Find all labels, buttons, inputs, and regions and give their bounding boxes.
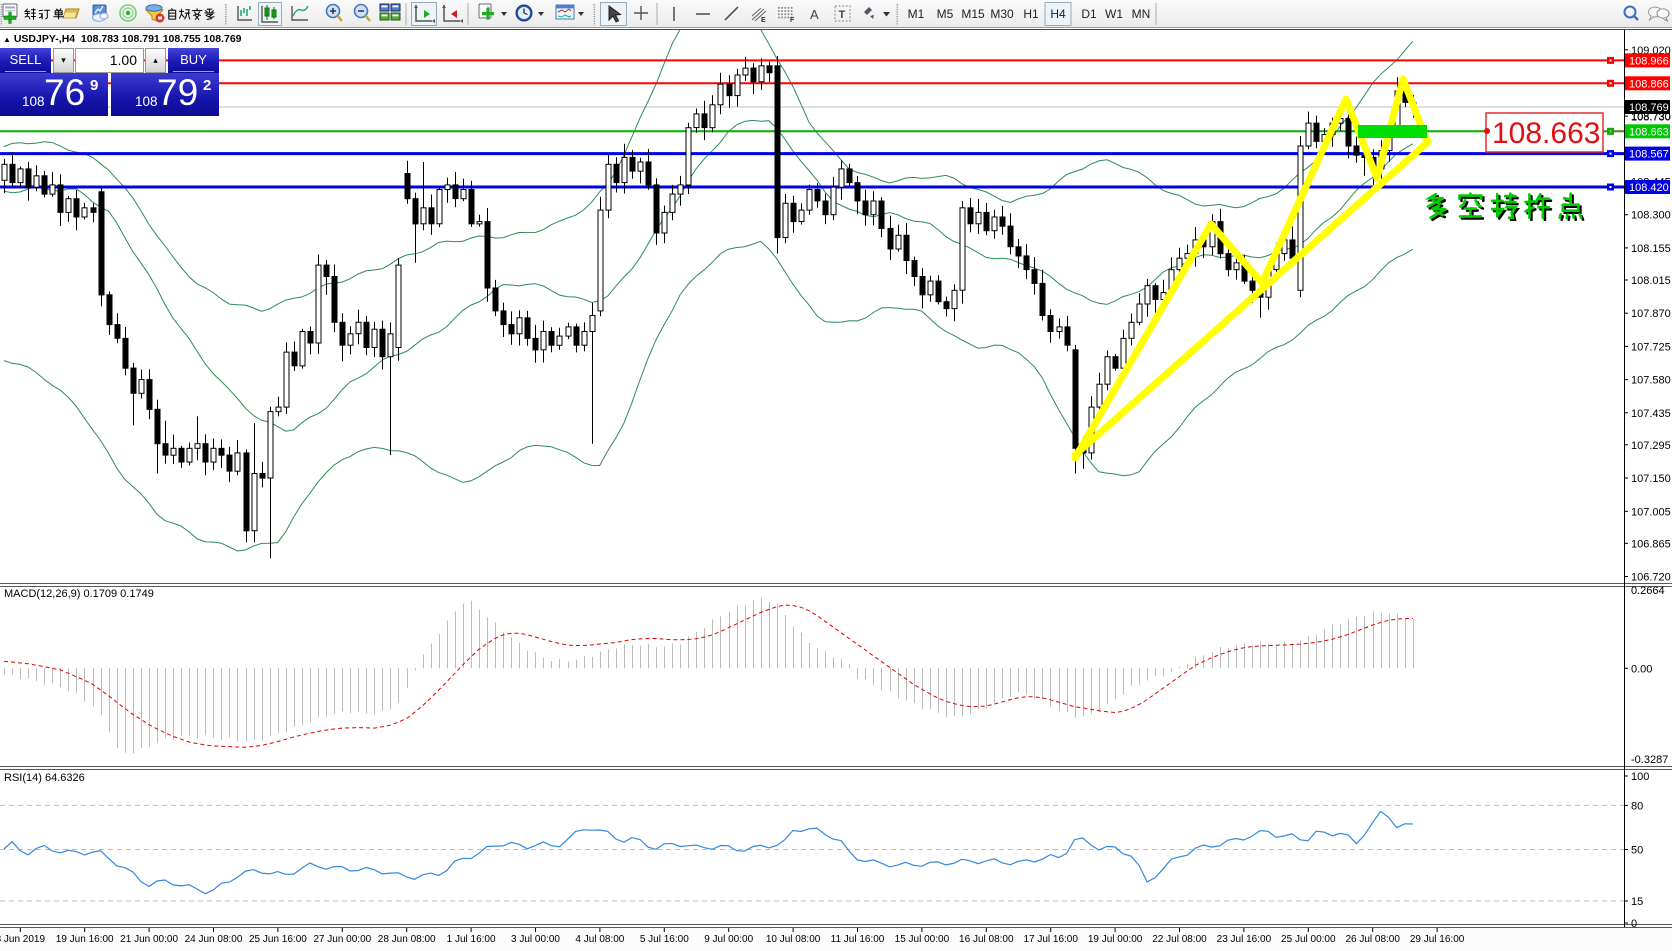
svg-text:108.730: 108.730 — [1631, 112, 1671, 124]
svg-text:15: 15 — [1631, 896, 1643, 908]
svg-text:H1: H1 — [1023, 7, 1039, 21]
svg-text:108.015: 108.015 — [1631, 275, 1671, 287]
svg-text:50: 50 — [1631, 845, 1643, 857]
svg-text:107.005: 107.005 — [1631, 506, 1671, 518]
svg-text:80: 80 — [1631, 800, 1643, 812]
svg-text:RSI(14) 64.6326: RSI(14) 64.6326 — [4, 772, 85, 784]
svg-text:107.435: 107.435 — [1631, 408, 1671, 420]
svg-text:H4: H4 — [1050, 7, 1066, 21]
svg-text:107.870: 107.870 — [1631, 308, 1671, 320]
svg-text:MN: MN — [1132, 7, 1151, 21]
svg-text:16 Jul 08:00: 16 Jul 08:00 — [959, 934, 1014, 945]
svg-text:MACD(12,26,9) 0.1709 0.1749: MACD(12,26,9) 0.1709 0.1749 — [4, 588, 154, 600]
svg-text:107.150: 107.150 — [1631, 473, 1671, 485]
svg-text:11 Jul 16:00: 11 Jul 16:00 — [831, 934, 885, 945]
svg-text:9 Jul 00:00: 9 Jul 00:00 — [704, 934, 753, 945]
svg-text:E: E — [761, 17, 766, 24]
svg-text:23 Jul 16:00: 23 Jul 16:00 — [1217, 934, 1272, 945]
svg-text:M30: M30 — [990, 7, 1014, 21]
svg-text:108.300: 108.300 — [1631, 210, 1671, 222]
svg-text:19 Jul 00:00: 19 Jul 00:00 — [1088, 934, 1143, 945]
svg-text:22 Jul 08:00: 22 Jul 08:00 — [1152, 934, 1207, 945]
svg-text:F: F — [790, 17, 795, 24]
svg-text:108.663: 108.663 — [1629, 126, 1669, 138]
svg-text:5 Jul 16:00: 5 Jul 16:00 — [640, 934, 689, 945]
svg-text:15 Jul 00:00: 15 Jul 00:00 — [895, 934, 950, 945]
svg-text:27 Jun 00:00: 27 Jun 00:00 — [313, 934, 371, 945]
svg-text:21 Jun 00:00: 21 Jun 00:00 — [120, 934, 178, 945]
svg-text:107.725: 107.725 — [1631, 341, 1671, 353]
svg-text:-0.3287: -0.3287 — [1631, 754, 1668, 766]
svg-text:4 Jul 08:00: 4 Jul 08:00 — [575, 934, 624, 945]
svg-text:19 Jun 16:00: 19 Jun 16:00 — [56, 934, 114, 945]
svg-text:107.295: 107.295 — [1631, 440, 1671, 452]
svg-text:29 Jul 16:00: 29 Jul 16:00 — [1410, 934, 1465, 945]
svg-text:8 Jun 2019: 8 Jun 2019 — [0, 934, 45, 945]
svg-text:108.730: 108.730 — [1631, 111, 1671, 123]
svg-text:M1: M1 — [908, 7, 925, 21]
svg-text:106.720: 106.720 — [1631, 572, 1671, 584]
svg-text:1 Jul 16:00: 1 Jul 16:00 — [447, 934, 496, 945]
svg-text:100: 100 — [1631, 771, 1649, 783]
svg-text:W1: W1 — [1105, 7, 1123, 21]
svg-text:M5: M5 — [937, 7, 954, 21]
svg-text:108.567: 108.567 — [1629, 149, 1669, 161]
svg-text:0.00: 0.00 — [1631, 663, 1652, 675]
svg-text:108.663: 108.663 — [1492, 117, 1600, 150]
svg-text:24 Jun 08:00: 24 Jun 08:00 — [185, 934, 243, 945]
svg-text:0.2664: 0.2664 — [1631, 585, 1665, 597]
svg-text:108.966: 108.966 — [1629, 55, 1669, 67]
svg-text:26 Jul 08:00: 26 Jul 08:00 — [1345, 934, 1400, 945]
svg-text:D1: D1 — [1081, 7, 1097, 21]
svg-text:108.769: 108.769 — [1629, 102, 1669, 114]
svg-text:107.580: 107.580 — [1631, 375, 1671, 387]
svg-text:17 Jul 16:00: 17 Jul 16:00 — [1023, 934, 1078, 945]
svg-text:A: A — [810, 7, 819, 22]
svg-text:25 Jul 00:00: 25 Jul 00:00 — [1281, 934, 1336, 945]
svg-text:108.155: 108.155 — [1631, 243, 1671, 255]
svg-text:10 Jul 08:00: 10 Jul 08:00 — [766, 934, 821, 945]
svg-text:25 Jun 16:00: 25 Jun 16:00 — [249, 934, 307, 945]
svg-text:3 Jul 00:00: 3 Jul 00:00 — [511, 934, 560, 945]
svg-text:0: 0 — [1631, 918, 1637, 930]
svg-text:28 Jun 08:00: 28 Jun 08:00 — [378, 934, 436, 945]
svg-text:106.865: 106.865 — [1631, 538, 1671, 550]
svg-text:T: T — [839, 9, 846, 21]
svg-text:108.420: 108.420 — [1629, 182, 1669, 194]
svg-text:M15: M15 — [961, 7, 985, 21]
svg-text:108.866: 108.866 — [1629, 78, 1669, 90]
